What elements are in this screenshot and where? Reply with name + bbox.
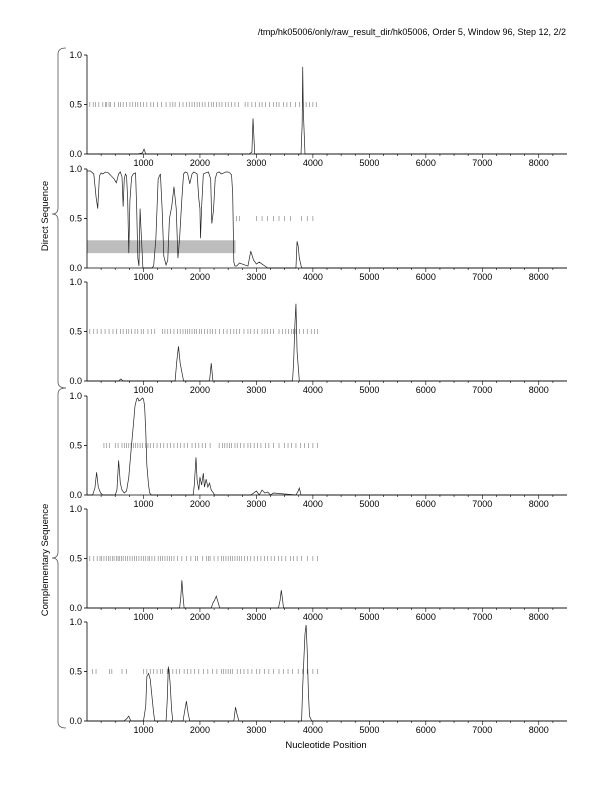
x-tick-label: 2000 <box>190 385 210 395</box>
y-tick-label: 1.0 <box>69 504 82 514</box>
x-tick-label: 4000 <box>303 725 323 735</box>
x-tick-label: 3000 <box>246 158 266 168</box>
x-tick-label: 8000 <box>529 725 549 735</box>
panel-6: 0.0 0.5 1.0 1000 2000 3000 4000 5000 6000 7000 800… <box>69 617 567 735</box>
y-tick-label: 0.5 <box>69 667 82 677</box>
x-tick-label: 7000 <box>472 385 492 395</box>
series-line <box>87 624 567 722</box>
highlight-band <box>87 240 236 254</box>
y-tick-label: 0.5 <box>69 100 82 110</box>
x-tick-label: 3000 <box>246 499 266 509</box>
y-tick-label: 0.0 <box>69 263 82 273</box>
x-tick-label: 1000 <box>133 272 153 282</box>
x-tick-label: 4000 <box>303 158 323 168</box>
y-tick-label: 0.0 <box>69 603 82 613</box>
y-tick-label: 1.0 <box>69 164 82 174</box>
x-tick-label: 3000 <box>246 385 266 395</box>
x-tick-label: 5000 <box>359 499 379 509</box>
series-line <box>87 303 567 382</box>
series-line <box>87 397 567 496</box>
x-tick-label: 7000 <box>472 725 492 735</box>
y-tick-label: 0.5 <box>69 554 82 564</box>
y-tick-label: 0.0 <box>69 716 82 726</box>
x-tick-label: 2000 <box>190 272 210 282</box>
x-tick-label: 1000 <box>133 725 153 735</box>
x-tick-label: 2000 <box>190 499 210 509</box>
x-tick-label: 8000 <box>529 612 549 622</box>
x-tick-label: 7000 <box>472 499 492 509</box>
series-line <box>87 580 567 609</box>
x-tick-label: 8000 <box>529 385 549 395</box>
y-tick-label: 0.5 <box>69 441 82 451</box>
x-tick-label: 7000 <box>472 158 492 168</box>
x-tick-label: 8000 <box>529 272 549 282</box>
x-tick-label: 1000 <box>133 385 153 395</box>
series-line <box>87 66 567 155</box>
direct-sequence-label: Direct Sequence <box>40 181 51 251</box>
x-tick-label: 5000 <box>359 158 379 168</box>
y-tick-label: 1.0 <box>69 277 82 287</box>
x-tick-label: 1000 <box>133 612 153 622</box>
x-tick-label: 2000 <box>190 158 210 168</box>
x-tick-label: 4000 <box>303 272 323 282</box>
x-tick-label: 6000 <box>416 725 436 735</box>
page-header: /tmp/hk05006/only/raw_result_dir/hk05006… <box>257 27 566 37</box>
y-tick-label: 0.5 <box>69 327 82 337</box>
y-tick-label: 1.0 <box>69 391 82 401</box>
x-tick-label: 4000 <box>303 612 323 622</box>
x-tick-label: 3000 <box>246 612 266 622</box>
x-tick-label: 6000 <box>416 158 436 168</box>
panel-2: 0.0 0.5 1.0 1000 2000 3000 4000 5000 6000 7000 800… <box>69 164 567 282</box>
x-tick-label: 4000 <box>303 499 323 509</box>
x-tick-label: 6000 <box>416 385 436 395</box>
x-tick-label: 4000 <box>303 385 323 395</box>
y-tick-label: 1.0 <box>69 617 82 627</box>
x-tick-label: 5000 <box>359 385 379 395</box>
panel-4: 0.0 0.5 1.0 1000 2000 3000 4000 5000 6000 7000 800… <box>69 391 567 509</box>
x-tick-label: 5000 <box>359 612 379 622</box>
panels: 0.0 0.5 1.0 1000 2000 3000 4000 5000 6000 7000 800… <box>69 50 567 735</box>
x-tick-label: 7000 <box>472 612 492 622</box>
x-tick-label: 8000 <box>529 158 549 168</box>
x-tick-label: 5000 <box>359 725 379 735</box>
y-tick-label: 1.0 <box>69 50 82 60</box>
x-tick-label: 1000 <box>133 499 153 509</box>
x-axis-label: Nucleotide Position <box>285 740 366 751</box>
x-tick-label: 7000 <box>472 272 492 282</box>
x-tick-label: 5000 <box>359 272 379 282</box>
x-tick-label: 8000 <box>529 499 549 509</box>
y-tick-label: 0.0 <box>69 490 82 500</box>
x-tick-label: 6000 <box>416 499 436 509</box>
x-tick-label: 6000 <box>416 612 436 622</box>
series-line <box>87 170 567 269</box>
complementary-sequence-label: Complementary Sequence <box>40 504 51 616</box>
y-tick-label: 0.5 <box>69 214 82 224</box>
group-labels: Direct Sequence Complementary Sequence <box>40 47 67 729</box>
x-tick-label: 1000 <box>133 158 153 168</box>
y-tick-label: 0.0 <box>69 149 82 159</box>
x-tick-label: 2000 <box>190 725 210 735</box>
x-tick-label: 6000 <box>416 272 436 282</box>
panel-3: 0.0 0.5 1.0 1000 2000 3000 4000 5000 6000 7000 800… <box>69 277 567 395</box>
panel-1: 0.0 0.5 1.0 1000 2000 3000 4000 5000 6000 7000 800… <box>69 50 567 168</box>
y-tick-label: 0.0 <box>69 376 82 386</box>
x-tick-label: 2000 <box>190 612 210 622</box>
direct-sequence-brace <box>51 47 67 389</box>
x-tick-label: 3000 <box>246 272 266 282</box>
x-tick-label: 3000 <box>246 725 266 735</box>
panel-5: 0.0 0.5 1.0 1000 2000 3000 4000 5000 6000 7000 800… <box>69 504 567 622</box>
complementary-sequence-brace <box>51 387 67 729</box>
